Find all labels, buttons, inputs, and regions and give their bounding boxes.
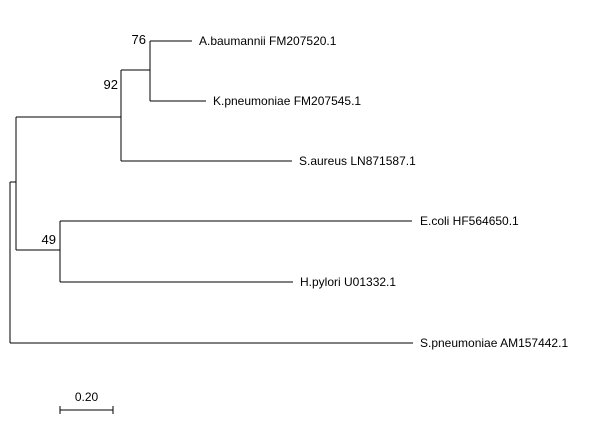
bootstrap-value-49: 49 (42, 232, 56, 247)
taxon-label-a-baumannii: A.baumannii FM207520.1 (199, 34, 337, 48)
bootstrap-value-76: 76 (132, 32, 146, 47)
taxon-label-h-pylori: H.pylori U01332.1 (300, 275, 396, 289)
bootstrap-value-92: 92 (104, 77, 118, 92)
scale-bar-label: 0.20 (75, 390, 99, 404)
taxon-label-k-pneumoniae: K.pneumoniae FM207545.1 (213, 94, 361, 108)
taxon-label-s-pneumoniae: S.pneumoniae AM157442.1 (420, 336, 568, 350)
taxon-label-e-coli: E.coli HF564650.1 (420, 214, 519, 228)
taxon-label-s-aureus: S.aureus LN871587.1 (299, 154, 416, 168)
scale-bar: 0.20 (59, 390, 114, 414)
